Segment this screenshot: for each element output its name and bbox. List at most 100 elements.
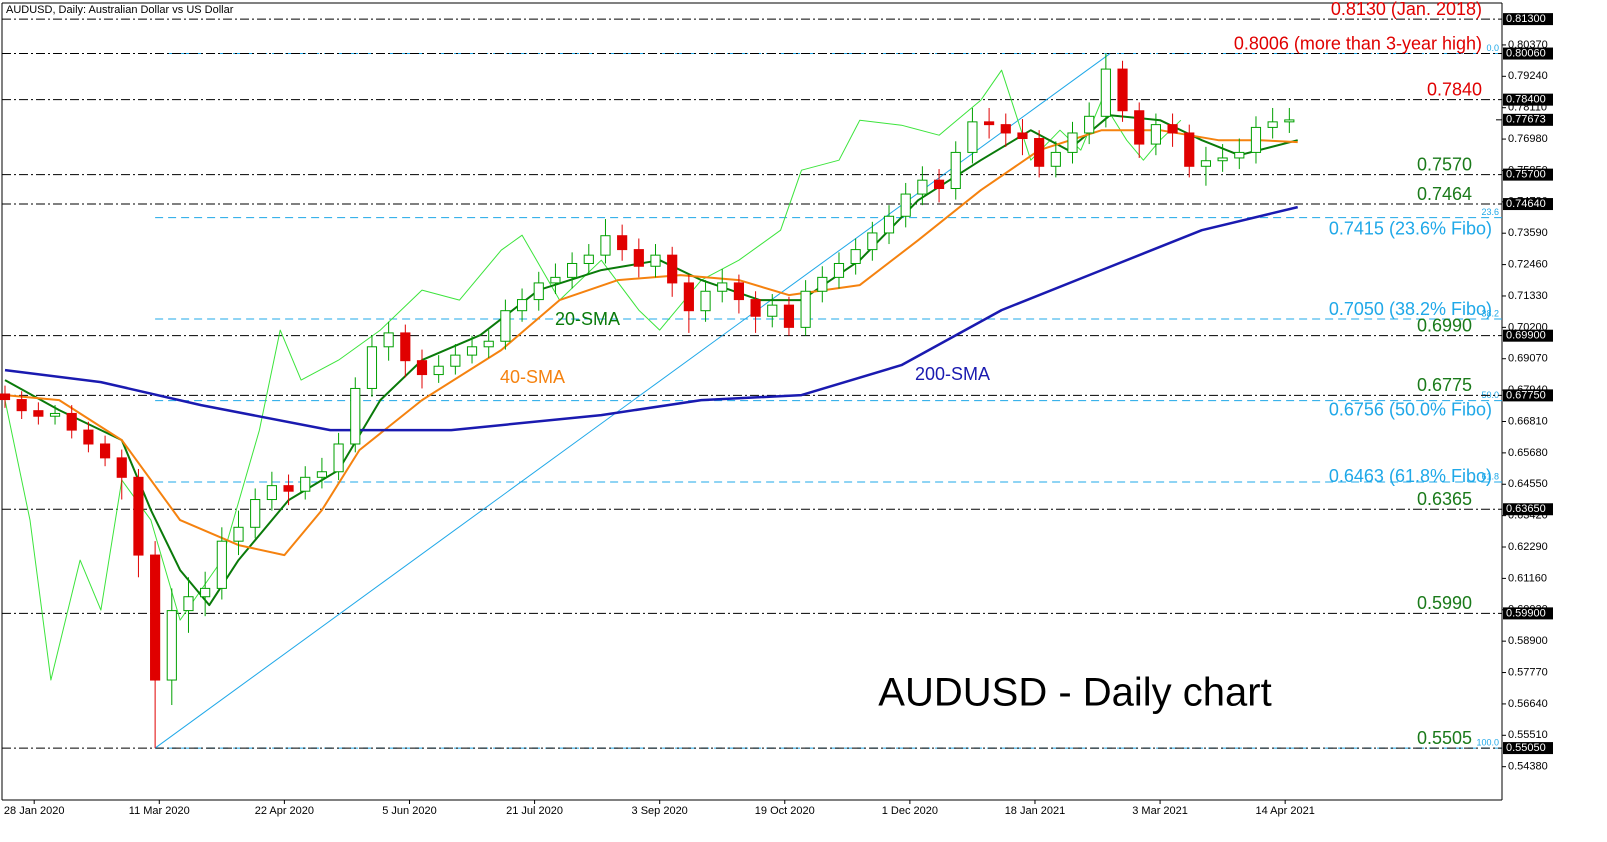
candle-body [550, 276, 561, 284]
candle-body [150, 554, 161, 681]
level-tag-box [1503, 389, 1553, 402]
candle-body [883, 215, 895, 234]
level-tag: 0.63650 [1506, 503, 1546, 515]
series-label: 40-SMA [500, 367, 565, 387]
level-label: 0.7464 [1417, 184, 1472, 204]
y-tick-label: 0.71330 [1508, 290, 1548, 302]
candle-body [683, 282, 694, 312]
candle-body [633, 249, 644, 267]
candle-body [250, 499, 261, 528]
candle-body [667, 254, 678, 284]
level-label: 0.6365 [1417, 489, 1472, 509]
level-tag: 0.75700 [1506, 169, 1546, 181]
level-label: 0.7570 [1417, 154, 1472, 174]
y-tick-label: 0.66810 [1508, 415, 1548, 427]
y-tick-label: 0.56640 [1508, 698, 1548, 710]
candle-body [500, 310, 511, 342]
candle-body [1000, 124, 1011, 134]
candle-body [266, 485, 277, 501]
candle-body [850, 249, 861, 264]
candle-body [817, 276, 828, 292]
candle-body [967, 121, 978, 153]
candle-body [533, 282, 544, 301]
candle-body [1150, 124, 1161, 145]
x-tick-label: 21 Jul 2020 [506, 805, 563, 817]
x-tick-label: 3 Mar 2021 [1132, 805, 1188, 817]
series-label: 200-SMA [915, 364, 990, 384]
candle-body [316, 471, 328, 478]
x-tick-label: 14 Apr 2021 [1255, 805, 1314, 817]
x-tick-label: 18 Jan 2021 [1005, 805, 1066, 817]
y-tick-label: 0.72460 [1508, 258, 1548, 270]
y-tick-label: 0.61160 [1508, 572, 1547, 584]
candle-body [16, 399, 27, 412]
level-label: 0.8130 (Jan. 2018) [1331, 0, 1482, 19]
level-tag: 0.59900 [1506, 607, 1546, 619]
candle-body [0, 393, 11, 401]
candle-body [984, 121, 995, 126]
y-tick-label: 0.54380 [1508, 761, 1548, 773]
y-tick-label: 0.76980 [1508, 133, 1548, 145]
candle-body [350, 387, 361, 445]
candle-body [1250, 126, 1262, 153]
series-line [4, 205, 1298, 432]
candle-body [466, 346, 478, 356]
candle-body [917, 179, 928, 195]
candle-body [200, 587, 211, 598]
series-line [4, 129, 1298, 557]
candle-body [1167, 124, 1178, 134]
last-price-label: 0.77673 [1506, 114, 1546, 126]
candle-body [400, 332, 411, 362]
candle-body [650, 254, 661, 267]
candle-body [1234, 151, 1245, 159]
fibo-tag: 0.0 [1486, 43, 1499, 53]
candle-body [567, 262, 578, 278]
fibo-label: 0.7050 (38.2% Fibo) [1329, 299, 1492, 319]
level-tag: 0.80060 [1506, 47, 1546, 59]
candle-body [1050, 151, 1061, 167]
candle-body [1217, 157, 1228, 162]
level-tag: 0.74640 [1506, 198, 1546, 210]
series-label: 20-SMA [555, 309, 620, 329]
fibo-tag: 100.0 [1476, 737, 1499, 747]
candle-body [1134, 110, 1145, 145]
last-price-box [1503, 113, 1553, 126]
y-tick-label: 0.62290 [1508, 541, 1548, 553]
y-tick-label: 0.64550 [1508, 478, 1548, 490]
fibo-tag: 23.6 [1481, 207, 1499, 217]
level-label: 0.5990 [1417, 593, 1472, 613]
y-tick-label: 0.55510 [1508, 729, 1548, 741]
level-tag: 0.78400 [1506, 94, 1546, 106]
y-tick-label: 0.57770 [1508, 666, 1548, 678]
y-tick-label: 0.65680 [1508, 447, 1548, 459]
candle-body [1067, 132, 1078, 153]
x-tick-label: 11 Mar 2020 [129, 805, 190, 817]
level-label: 0.6990 [1417, 315, 1472, 335]
x-tick-label: 22 Apr 2020 [255, 805, 314, 817]
candle-body [1284, 119, 1295, 123]
y-tick-label: 0.73590 [1508, 227, 1548, 239]
fibo-label: 0.6463 (61.8% Fibo) [1329, 466, 1492, 486]
level-tag-box [1503, 168, 1553, 181]
level-tag-box [1503, 607, 1553, 620]
level-label: 0.5505 [1417, 728, 1472, 748]
level-tag: 0.67750 [1506, 389, 1546, 401]
candle-body [99, 443, 111, 459]
candle-body [483, 340, 494, 348]
candle-body [116, 457, 127, 478]
candle-body [933, 179, 945, 190]
candle-body [950, 151, 961, 190]
candle-body [600, 235, 611, 256]
candle-body [1034, 138, 1045, 167]
candle-body [283, 485, 294, 492]
chart-title: AUDUSD, Daily: Australian Dollar vs US D… [6, 4, 234, 16]
candle-body [66, 412, 77, 431]
level-tag-box [1503, 503, 1553, 516]
candle-body [133, 476, 144, 556]
y-tick-label: 0.58900 [1508, 635, 1548, 647]
fibo-tag: 61.8 [1481, 471, 1499, 481]
candle-body [750, 299, 761, 317]
candle-body [333, 443, 344, 473]
